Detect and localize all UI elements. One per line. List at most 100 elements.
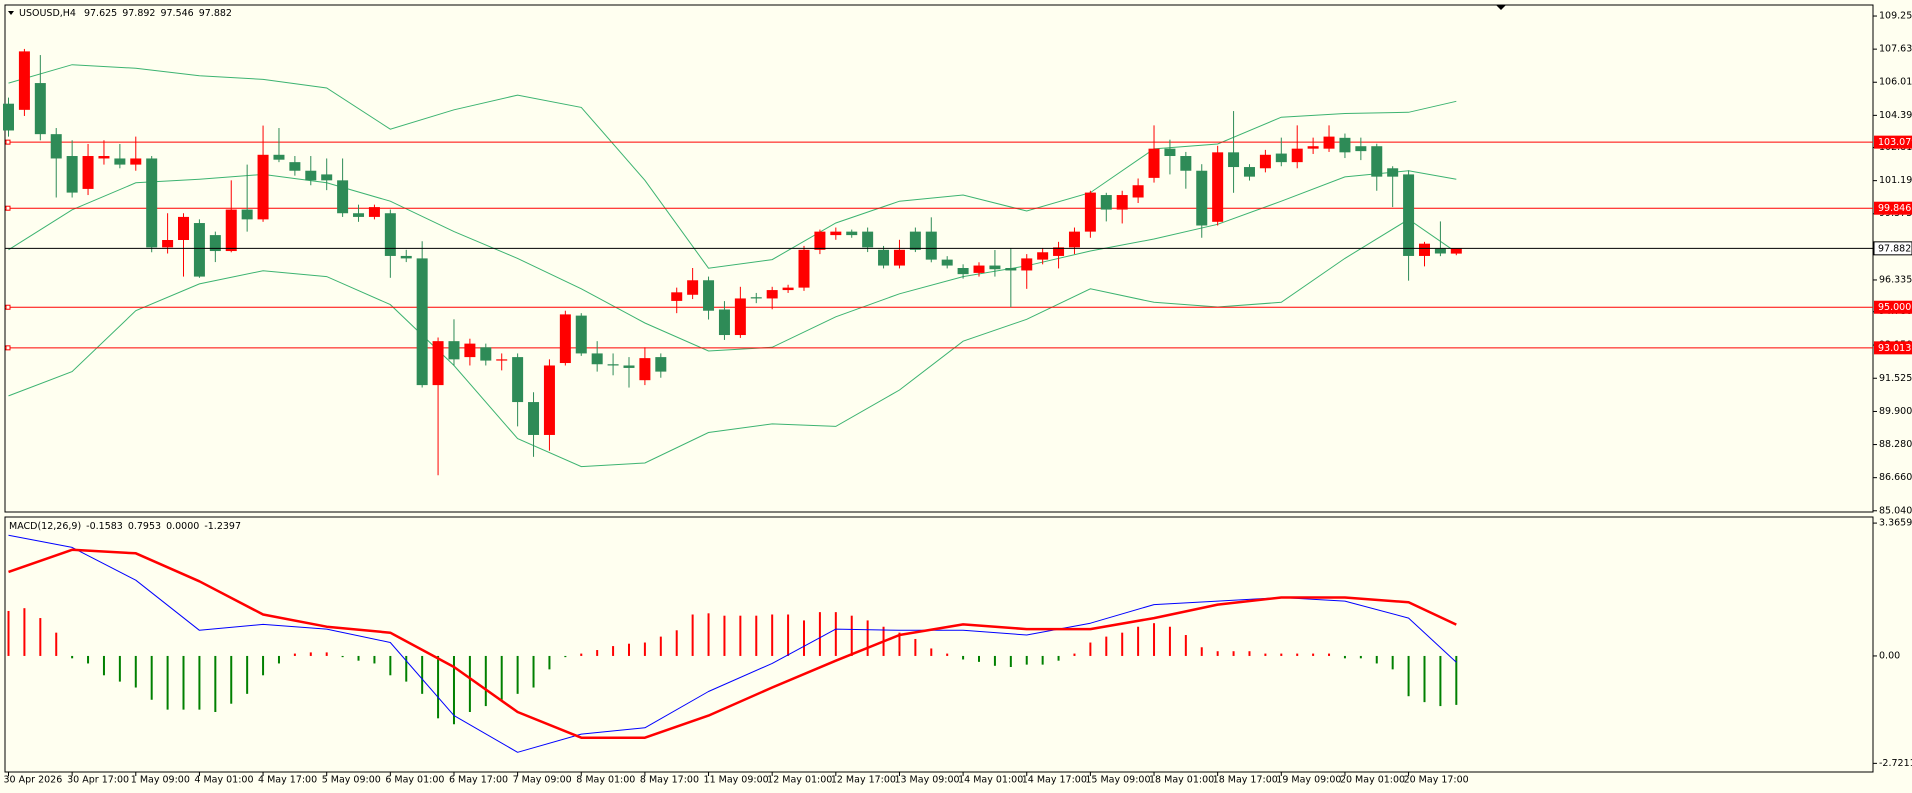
candle-body xyxy=(734,298,746,336)
x-tick-label: 4 May 17:00 xyxy=(258,775,317,786)
x-tick-label: 11 May 09:00 xyxy=(704,775,769,786)
x-tick-label: 6 May 17:00 xyxy=(449,775,508,786)
candle-body xyxy=(878,249,890,266)
y-tick-label: 106.010 xyxy=(1879,77,1912,88)
x-tick-label: 18 May 17:00 xyxy=(1213,775,1278,786)
candle-body xyxy=(1180,156,1192,171)
candle-body xyxy=(241,209,253,220)
macd-tick-label: 0.00 xyxy=(1879,650,1900,661)
candle-body xyxy=(1291,148,1303,163)
x-tick-label: 12 May 01:00 xyxy=(767,775,832,786)
candle-body xyxy=(941,259,953,266)
band-line xyxy=(8,170,1457,352)
shift-marker[interactable] xyxy=(1496,5,1506,10)
candle-body xyxy=(925,231,937,260)
candle-body xyxy=(1355,146,1367,152)
candle-body xyxy=(162,240,174,248)
y-tick-label: 104.390 xyxy=(1879,110,1912,121)
candle-body xyxy=(671,292,683,301)
level-label: 95.000 xyxy=(1878,302,1911,313)
candle-body xyxy=(893,249,905,266)
candle-body xyxy=(18,51,30,110)
candle-body xyxy=(209,235,221,252)
x-tick-label: 8 May 01:00 xyxy=(576,775,635,786)
candle-body xyxy=(1212,152,1224,222)
candle-body xyxy=(1387,168,1399,177)
candle-body xyxy=(3,103,14,131)
level-label: 103.079 xyxy=(1878,137,1912,148)
macd-signal-line xyxy=(8,548,1457,739)
candle-body xyxy=(909,231,921,250)
x-tick-label: 20 May 17:00 xyxy=(1404,775,1469,786)
band-line xyxy=(8,218,1457,468)
candle-body xyxy=(1037,252,1049,260)
level-label-box xyxy=(1874,300,1912,314)
candle-body xyxy=(432,341,444,386)
x-tick-label: 14 May 01:00 xyxy=(958,775,1023,786)
macd-pane xyxy=(4,516,1874,773)
candle-body xyxy=(623,365,635,368)
candle-body xyxy=(1450,248,1462,254)
x-tick-label: 15 May 09:00 xyxy=(1085,775,1150,786)
header-high: 97.892 xyxy=(122,8,155,19)
level-anchor xyxy=(5,139,11,145)
y-tick-label: 101.195 xyxy=(1879,175,1912,186)
y-tick-label: 89.900 xyxy=(1879,406,1912,417)
level-anchor xyxy=(5,205,11,211)
x-tick-label: 30 Apr 17:00 xyxy=(67,775,129,786)
candle-body xyxy=(1116,195,1128,210)
x-tick-label: 1 May 09:00 xyxy=(131,775,190,786)
x-tick-label: 6 May 01:00 xyxy=(385,775,444,786)
candle-body xyxy=(400,255,412,259)
level-label: 93.013 xyxy=(1878,343,1911,354)
x-tick-label: 30 Apr 2026 xyxy=(4,775,63,786)
candle-body xyxy=(480,347,492,361)
candle-body xyxy=(543,365,555,435)
candle-body xyxy=(146,158,158,248)
candle-body xyxy=(1323,136,1335,149)
candle-body xyxy=(1132,185,1144,198)
candle-body xyxy=(321,174,333,181)
candle-body xyxy=(1021,258,1033,271)
x-tick-label: 20 May 01:00 xyxy=(1340,775,1405,786)
header-arrow[interactable] xyxy=(8,11,14,15)
candle-body xyxy=(512,357,524,403)
x-tick-label: 13 May 09:00 xyxy=(894,775,959,786)
candle-body xyxy=(66,156,78,193)
candle-body xyxy=(353,213,365,217)
macd-main-value: -0.1583 xyxy=(86,521,123,532)
y-tick-label: 96.335 xyxy=(1879,274,1912,285)
macd-hist-value: -1.2397 xyxy=(204,521,241,532)
candle-body xyxy=(1259,154,1271,169)
symbol: USOUSD,H4 xyxy=(19,8,76,19)
candle-body xyxy=(416,258,428,386)
candle-body xyxy=(1307,146,1319,149)
y-tick-label: 91.525 xyxy=(1879,373,1912,384)
candle-body xyxy=(1148,148,1160,178)
candle-body xyxy=(337,180,349,214)
x-tick-label: 19 May 09:00 xyxy=(1276,775,1341,786)
x-tick-label: 8 May 17:00 xyxy=(640,775,699,786)
header-low: 97.546 xyxy=(160,8,193,19)
candle-body xyxy=(1339,137,1351,153)
candle-body xyxy=(750,297,762,299)
candle-body xyxy=(782,287,794,291)
candle-body xyxy=(639,358,651,381)
candle-body xyxy=(114,158,126,165)
candle-body xyxy=(225,209,237,252)
candle-body xyxy=(989,265,1001,270)
y-tick-label: 86.660 xyxy=(1879,472,1912,483)
level-anchor xyxy=(5,345,11,351)
chart-layer: 109.250107.630106.010104.390102.815101.1… xyxy=(3,11,1912,786)
candle-body xyxy=(130,158,142,165)
x-tick-label: 18 May 01:00 xyxy=(1149,775,1214,786)
band-line xyxy=(8,64,1457,269)
x-tick-label: 5 May 09:00 xyxy=(322,775,381,786)
current-price-box xyxy=(1873,241,1912,256)
candle-body xyxy=(528,402,540,435)
candle-body xyxy=(1053,247,1065,256)
candle-body xyxy=(289,162,301,171)
x-tick-label: 4 May 01:00 xyxy=(194,775,253,786)
